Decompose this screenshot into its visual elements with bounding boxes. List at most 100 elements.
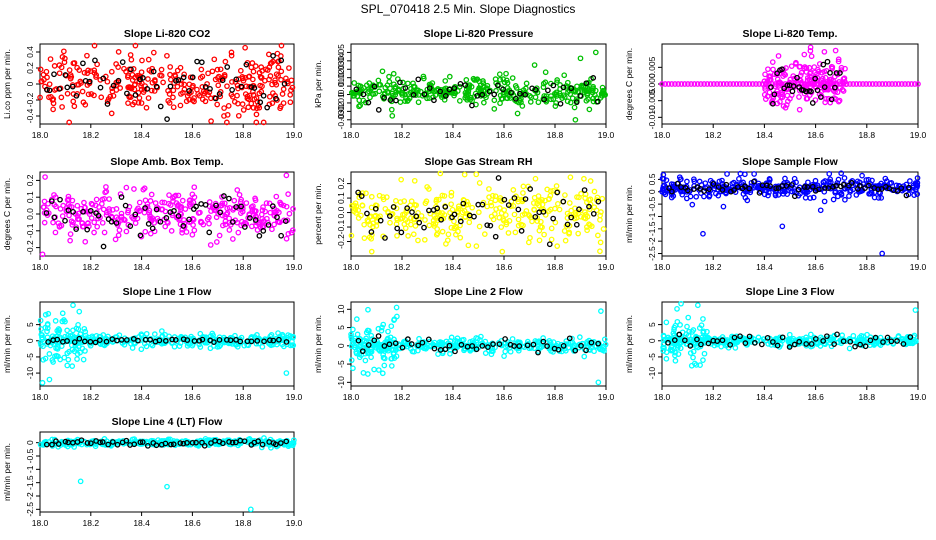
data-point <box>837 337 844 344</box>
series-points <box>348 304 609 386</box>
data-point <box>416 335 422 342</box>
outlier-point <box>592 49 599 56</box>
x-tick-label: 18.8 <box>859 262 876 272</box>
data-point <box>378 327 385 334</box>
data-point <box>530 200 537 206</box>
data-point <box>677 187 684 193</box>
data-point <box>365 88 372 95</box>
data-point <box>856 81 863 87</box>
reference-point <box>57 196 63 203</box>
data-point <box>390 350 397 356</box>
data-point <box>659 81 665 87</box>
data-point <box>821 198 828 205</box>
reference-point <box>588 339 595 346</box>
reference-point <box>153 206 160 213</box>
data-point <box>380 194 386 200</box>
reference-point <box>169 336 175 343</box>
data-point <box>276 219 283 226</box>
x-tick-label: 18.8 <box>235 518 252 528</box>
data-point <box>446 73 453 80</box>
data-point <box>277 103 284 110</box>
x-tick-label: 18.6 <box>184 392 201 402</box>
data-point <box>368 332 375 339</box>
data-point <box>885 81 892 87</box>
y-axis-label: ml/min per min. <box>2 315 12 373</box>
data-point <box>426 222 433 229</box>
data-point <box>659 175 666 182</box>
data-point <box>562 237 569 244</box>
data-point <box>138 100 145 106</box>
reference-point <box>676 331 683 338</box>
reference-point <box>784 82 791 89</box>
data-point <box>779 337 786 344</box>
data-point <box>146 207 153 214</box>
data-point <box>183 229 190 235</box>
data-point <box>893 182 900 189</box>
data-point <box>246 212 253 218</box>
reference-point <box>360 91 367 98</box>
data-point <box>489 192 496 199</box>
data-point <box>279 91 286 97</box>
reference-point <box>270 53 276 59</box>
reference-point <box>140 75 146 81</box>
data-point <box>415 237 421 244</box>
data-point <box>452 345 458 352</box>
reference-point <box>764 334 771 341</box>
data-point <box>267 209 274 216</box>
y-tick-label: -0.010 <box>647 105 657 129</box>
x-tick-label: 18.2 <box>394 262 411 272</box>
panel-title: Slope Line 3 Flow <box>746 286 836 298</box>
data-point <box>905 81 912 87</box>
y-tick-label: 0.000 <box>647 73 657 95</box>
panel-title: Slope Line 4 (LT) Flow <box>112 416 223 428</box>
x-tick-label: 18.2 <box>83 518 100 528</box>
data-point <box>40 442 47 448</box>
reference-point <box>123 337 130 343</box>
reference-point <box>226 439 232 445</box>
data-point <box>348 232 355 239</box>
data-point <box>909 187 916 194</box>
data-point <box>127 85 133 91</box>
reference-point <box>163 215 170 221</box>
reference-point <box>150 68 157 75</box>
data-point <box>394 232 400 239</box>
data-point <box>80 356 87 363</box>
panel-title: Slope Line 1 Flow <box>123 286 213 298</box>
reference-point <box>238 83 245 90</box>
data-point <box>826 76 833 83</box>
data-point <box>40 356 47 363</box>
reference-point <box>791 341 798 348</box>
data-point <box>499 248 506 255</box>
data-point <box>123 228 130 235</box>
x-tick-label: 18.0 <box>32 130 49 140</box>
data-point <box>507 348 514 355</box>
data-point <box>540 335 547 341</box>
data-point <box>231 98 238 105</box>
data-point <box>260 119 267 126</box>
data-point <box>834 180 841 186</box>
reference-point <box>186 88 192 94</box>
reference-point <box>170 441 177 448</box>
y-tick-label: -1.5 <box>25 475 35 490</box>
data-point <box>385 328 391 335</box>
data-point <box>422 217 428 223</box>
data-point <box>501 353 507 359</box>
data-point <box>882 81 889 87</box>
data-point <box>272 92 278 99</box>
reference-point <box>425 336 432 343</box>
data-point <box>490 348 496 355</box>
reference-point <box>452 348 458 355</box>
data-point <box>371 213 378 220</box>
data-point <box>39 334 45 341</box>
data-point <box>44 74 50 81</box>
series-points <box>659 44 921 113</box>
reference-point <box>128 66 134 73</box>
outlier-point <box>577 55 584 62</box>
data-point <box>556 90 563 97</box>
data-point <box>710 81 717 87</box>
y-tick-label: 0.5 <box>647 173 657 185</box>
reference-point <box>251 85 258 91</box>
data-point <box>599 195 606 202</box>
data-point <box>597 248 603 255</box>
x-tick-label: 19.0 <box>910 392 927 402</box>
